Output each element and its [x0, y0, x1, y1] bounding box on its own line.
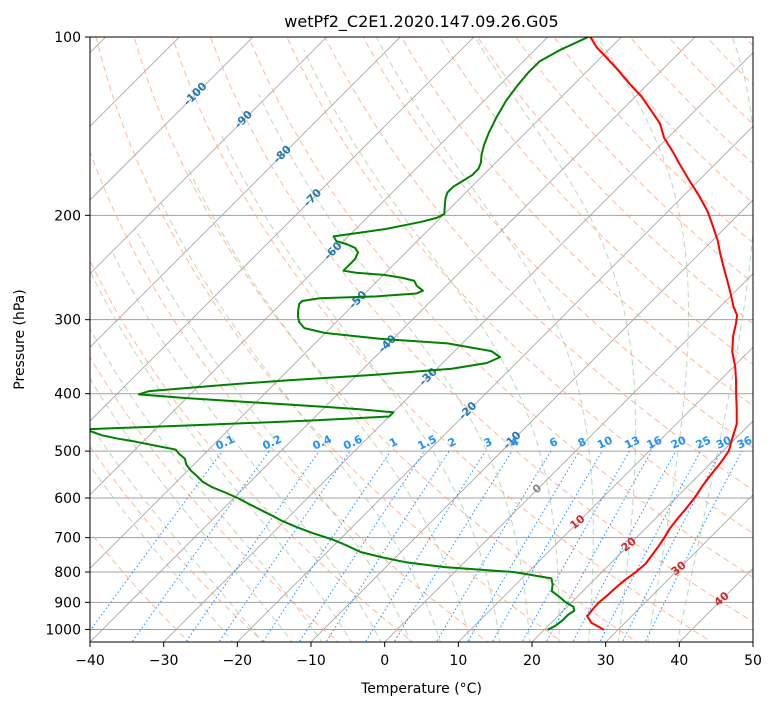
x-tick-label: 50	[744, 653, 762, 669]
mixing-ratio-label: 10	[595, 433, 615, 451]
series-layer	[90, 37, 739, 631]
isotherm-line	[90, 37, 401, 348]
x-tick-label: 10	[449, 653, 467, 669]
dry-adiabat-line	[477, 37, 753, 325]
x-tick-label: 40	[670, 653, 688, 669]
isotherm-line	[90, 37, 549, 496]
isotherm-line	[236, 125, 753, 642]
moist-adiabat-line	[90, 377, 293, 642]
moist-adiabat-line	[186, 165, 471, 642]
moist-adiabat-line	[375, 37, 594, 642]
dry-adiabat-line	[362, 37, 753, 449]
mixing-ratio-line	[262, 450, 392, 642]
isotherm-line	[90, 37, 328, 275]
y-tick-label: 800	[54, 565, 81, 581]
mixing-ratio-label: 20	[669, 433, 689, 451]
isotherm-line	[90, 37, 254, 201]
temperature-profile-line	[586, 37, 739, 631]
isotherm-line	[310, 199, 753, 642]
plot-frame	[89, 36, 754, 643]
dry-adiabat-line	[95, 37, 564, 642]
y-tick-label: 400	[54, 387, 81, 403]
y-tick-label: 100	[54, 30, 81, 46]
y-axis: 100 200 300 400 500 600 700 800 900 1000	[45, 30, 90, 638]
x-tick-label: −40	[75, 653, 105, 669]
y-tick-label: 700	[54, 531, 81, 547]
moist-adiabat-line	[90, 327, 323, 642]
x-tick-label: 20	[523, 653, 541, 669]
x-tick-label: −10	[296, 653, 326, 669]
dry-adiabat-line	[400, 37, 753, 407]
mixing-ratio-line	[185, 450, 320, 642]
moist-adiabat-line	[90, 464, 234, 642]
mixing-ratio-label: 13	[623, 434, 642, 452]
y-tick-label: 500	[54, 444, 81, 460]
isotherm-line	[605, 494, 753, 642]
plot-area: -100-90-80-70-60-50-40-30-20-100.1 0.2 0.4…	[89, 36, 755, 643]
x-axis-label: Temperature (°C)	[360, 681, 482, 697]
moist-adiabat-line	[258, 94, 530, 642]
y-tick-label: 900	[54, 595, 81, 611]
x-tick-label: 30	[597, 653, 615, 669]
moist-adiabat-line	[597, 37, 689, 642]
chart-title: wetPf2_C2E1.2020.147.09.26.G05	[284, 12, 558, 32]
moist-adiabat-line	[90, 423, 264, 642]
mixing-ratio-label: 25	[694, 434, 713, 452]
moist-adiabat-line	[219, 132, 501, 642]
y-axis-label: Pressure (hPa)	[12, 289, 28, 389]
y-tick-label: 1000	[45, 622, 81, 638]
moist-adiabat-line	[90, 272, 352, 642]
mixing-ratio-line	[599, 450, 701, 642]
isotherm-line	[163, 52, 753, 642]
mixing-ratio-line	[393, 450, 513, 642]
moist-adiabat-line	[111, 251, 382, 642]
dry-adiabat-line	[324, 37, 753, 491]
dry-adiabat-line	[90, 445, 265, 642]
mixing-ratio-label: 36	[735, 433, 755, 451]
mixing-ratio-line	[364, 450, 486, 642]
x-tick-label: −30	[149, 653, 179, 669]
mixing-ratio-line	[325, 450, 450, 642]
dry-adiabat-line	[133, 37, 638, 642]
dry-adiabat-line	[439, 37, 753, 366]
y-tick-label: 200	[54, 208, 81, 224]
x-tick-label: −20	[223, 653, 253, 669]
isotherm-line	[384, 273, 753, 642]
isotherm-line	[457, 346, 753, 642]
moist-adiabat-line	[303, 49, 560, 642]
moist-adiabat-line	[676, 37, 753, 642]
grid-layer	[90, 37, 753, 642]
mixing-ratio-line	[218, 450, 351, 642]
x-tick-label: 0	[380, 653, 389, 669]
isotherm-line	[90, 37, 622, 569]
dry-adiabat-line	[210, 37, 753, 623]
isotherm-line	[531, 420, 753, 642]
dry-adiabat-line	[171, 37, 713, 642]
x-axis: −40 −30 −20 −10 0 10 20 30 40 50	[75, 642, 762, 669]
mixing-ratio-line	[298, 450, 425, 642]
dry-adiabat-line	[248, 37, 753, 578]
moist-adiabat-line	[134, 227, 412, 642]
mixing-ratio-line	[621, 450, 722, 642]
mixing-ratio-line	[131, 450, 270, 642]
dewpoint-profile-line	[90, 37, 590, 631]
mixing-ratio-line	[466, 450, 580, 642]
isotherm-line	[90, 37, 475, 422]
moist-adiabat-line	[474, 37, 637, 642]
dry-adiabat-line	[90, 259, 414, 642]
mixing-ratio-label: 16	[645, 433, 665, 451]
mixing-ratio-line	[90, 450, 223, 632]
mixing-ratio-line	[572, 450, 677, 642]
y-tick-label: 300	[54, 313, 81, 329]
y-tick-label: 600	[54, 491, 81, 507]
moist-adiabat-line	[160, 201, 441, 642]
